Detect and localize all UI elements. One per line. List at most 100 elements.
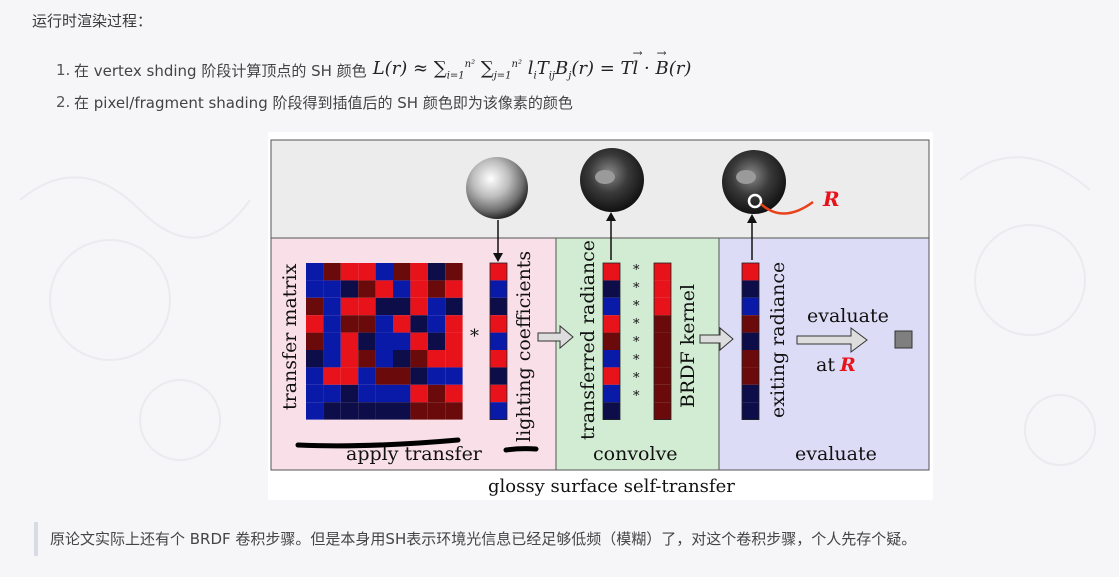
sum-sign: ∑ bbox=[480, 58, 494, 80]
block-arrow-evaluate bbox=[699, 326, 734, 352]
label-transfer-matrix: transfer matrix bbox=[279, 263, 301, 410]
matrix-cell bbox=[375, 315, 393, 333]
matrix-cell bbox=[445, 350, 463, 368]
matrix-cell bbox=[742, 350, 759, 368]
sum2-lower: j=1 bbox=[493, 70, 512, 82]
matrix-cell bbox=[603, 367, 620, 385]
matrix-cell bbox=[490, 263, 507, 281]
matrix-cell bbox=[375, 367, 393, 385]
matrix-cell bbox=[654, 402, 671, 420]
formula-b: B bbox=[555, 58, 569, 80]
vector-outline bbox=[602, 262, 621, 421]
matrix-cell bbox=[603, 384, 620, 403]
matrix-cell bbox=[445, 297, 463, 316]
matrix-cell bbox=[410, 367, 428, 385]
matrix-cell bbox=[427, 297, 446, 316]
formula-t-sub: ij bbox=[548, 70, 556, 82]
matrix-cell bbox=[358, 263, 376, 281]
matrix-cell bbox=[306, 315, 324, 333]
vector-l: l → bbox=[632, 46, 643, 80]
star-mark: * bbox=[633, 335, 640, 350]
prt-diagram: R transfer matrix * lighting coefficient… bbox=[270, 139, 930, 497]
matrix-cell bbox=[375, 384, 393, 403]
annotation-underline bbox=[503, 446, 539, 453]
exiting-vector bbox=[741, 262, 760, 421]
matrix-cell bbox=[445, 384, 463, 403]
matrix-cell bbox=[340, 297, 359, 316]
vector-outline bbox=[653, 262, 672, 421]
matrix-cell bbox=[654, 263, 671, 281]
matrix-cell bbox=[490, 280, 507, 298]
environment-sphere bbox=[466, 157, 528, 219]
matrix-cell bbox=[410, 350, 428, 368]
list-item: 2. 在 pixel/fragment shading 阶段得到插值后的 SH … bbox=[56, 88, 691, 116]
star-mark: * bbox=[633, 371, 640, 386]
label-lighting-coefficients: lighting coefficients bbox=[513, 251, 535, 442]
star-mark: * bbox=[633, 389, 640, 404]
blockquote-note: 原论文实际上还有个 BRDF 卷积步骤。但是本身用SH表示环境光信息已经足够低频… bbox=[34, 522, 1094, 556]
matrix-cell bbox=[340, 315, 359, 333]
label-exiting-radiance: exiting radiance bbox=[767, 262, 789, 418]
sum1-upper: n² bbox=[464, 59, 476, 71]
matrix-cell bbox=[323, 384, 341, 403]
matrix-cell bbox=[742, 402, 759, 420]
matrix-cell bbox=[603, 315, 620, 333]
matrix-cell bbox=[490, 402, 507, 420]
label-evaluate: evaluate bbox=[807, 305, 889, 327]
star-mark: * bbox=[633, 263, 640, 278]
list-number: 2. bbox=[56, 93, 71, 111]
matrix-cell bbox=[427, 367, 446, 385]
transfer-matrix bbox=[306, 263, 463, 420]
matrix-cell bbox=[742, 384, 759, 403]
matrix-cell bbox=[323, 332, 341, 350]
matrix-cell bbox=[393, 297, 411, 316]
matrix-cell bbox=[323, 263, 341, 281]
matrix-cell bbox=[742, 297, 759, 316]
matrix-cell bbox=[603, 402, 620, 420]
label-brdf-kernel: BRDF kernel bbox=[677, 284, 699, 408]
matrix-cell bbox=[427, 384, 446, 403]
matrix-cell bbox=[654, 384, 671, 403]
matrix-cell bbox=[654, 315, 671, 333]
sum1-lower: i=1 bbox=[446, 70, 465, 82]
formula-lhs: L(r) ≈ bbox=[372, 58, 434, 80]
matrix-cell bbox=[358, 280, 376, 298]
matrix-cell bbox=[393, 315, 411, 333]
matrix-cell bbox=[306, 280, 324, 298]
matrix-cell bbox=[323, 297, 341, 316]
matrix-cell bbox=[323, 350, 341, 368]
matrix-cell bbox=[427, 402, 446, 420]
lighting-vector bbox=[489, 262, 508, 421]
list-number: 1. bbox=[56, 61, 71, 79]
matrix-cell bbox=[490, 315, 507, 333]
formula-l: l bbox=[527, 58, 534, 80]
matrix-cell bbox=[306, 402, 324, 420]
formula-b-sub: j bbox=[568, 70, 572, 82]
label-R-top: R bbox=[822, 187, 840, 211]
matrix-cell bbox=[340, 384, 359, 403]
matrix-cell bbox=[393, 263, 411, 281]
matrix-cell bbox=[358, 350, 376, 368]
steps-list: 1. 在 vertex shding 阶段计算顶点的 SH 颜色 L(r) ≈ … bbox=[56, 46, 692, 120]
matrix-cell bbox=[393, 367, 411, 385]
matrix-cell bbox=[654, 332, 671, 350]
section-label-evaluate: evaluate bbox=[795, 443, 877, 465]
matrix-cell bbox=[393, 350, 411, 368]
matrix-cell bbox=[742, 332, 759, 350]
vector-b: B → bbox=[655, 46, 669, 80]
formula-rhs: (r) = T bbox=[571, 58, 633, 80]
section-convolve-bg bbox=[555, 237, 720, 471]
sh-formula: L(r) ≈ ∑i=1n² ∑j=1n² liTijBj(r) = Tl → · … bbox=[372, 46, 692, 82]
matrix-cell bbox=[340, 280, 359, 298]
sphere-highlight bbox=[595, 170, 615, 184]
matrix-cell bbox=[340, 402, 359, 420]
sum-sign: ∑ bbox=[433, 58, 447, 80]
matrix-cell bbox=[603, 297, 620, 316]
matrix-cell bbox=[410, 280, 428, 298]
star-mark: * bbox=[633, 317, 640, 332]
matrix-cell bbox=[445, 280, 463, 298]
matrix-cell bbox=[427, 332, 446, 350]
matrix-cell bbox=[375, 332, 393, 350]
matrix-cell bbox=[393, 332, 411, 350]
sum2-upper: n² bbox=[511, 59, 522, 71]
